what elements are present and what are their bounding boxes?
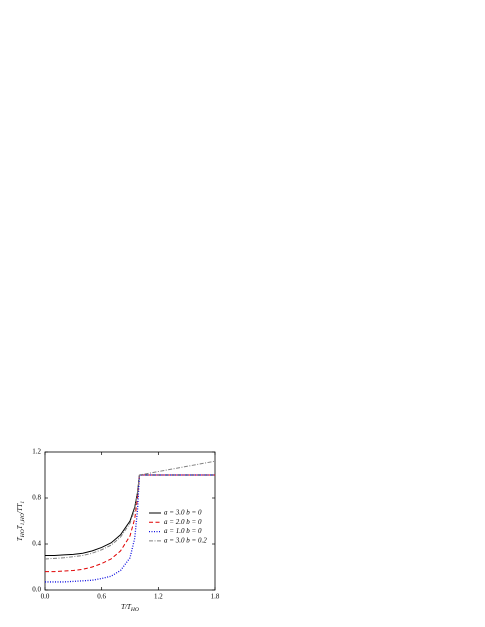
y-tick-label: 0.8 — [32, 494, 41, 502]
series-line — [45, 474, 215, 583]
y-axis-label: THOT1,HO/TT1 — [16, 501, 27, 542]
label-part: T — [16, 536, 24, 541]
label-part: T — [16, 524, 24, 529]
series-line — [45, 474, 215, 573]
label-part: 1 — [20, 501, 26, 504]
label-part: /TT — [16, 502, 24, 514]
y-tick-label: 0.0 — [32, 586, 41, 594]
series-line — [44, 460, 216, 560]
x-tick-label: 1.8 — [211, 593, 220, 601]
y-tick-label: 1.2 — [32, 448, 41, 456]
legend-label: a = 3.0 b = 0 — [164, 509, 202, 517]
x-tick-label: 1.2 — [154, 593, 163, 601]
y-tick-label: 0.4 — [32, 540, 41, 548]
plot-frame — [44, 451, 216, 591]
legend-label: a = 1.0 b = 0 — [164, 527, 202, 535]
x-tick-label: 0.6 — [97, 593, 106, 601]
label-part: HO — [20, 529, 26, 538]
label-part: HO — [130, 607, 139, 613]
x-axis-label: T/THO — [121, 603, 139, 614]
x-tick-label: 0.0 — [41, 593, 50, 601]
label-part: 1,HO — [20, 513, 26, 525]
legend-label: a = 3.0 b = 0.2 — [164, 537, 207, 545]
label-part: T/T — [121, 603, 132, 611]
legend-label: a = 2.0 b = 0 — [164, 518, 202, 526]
